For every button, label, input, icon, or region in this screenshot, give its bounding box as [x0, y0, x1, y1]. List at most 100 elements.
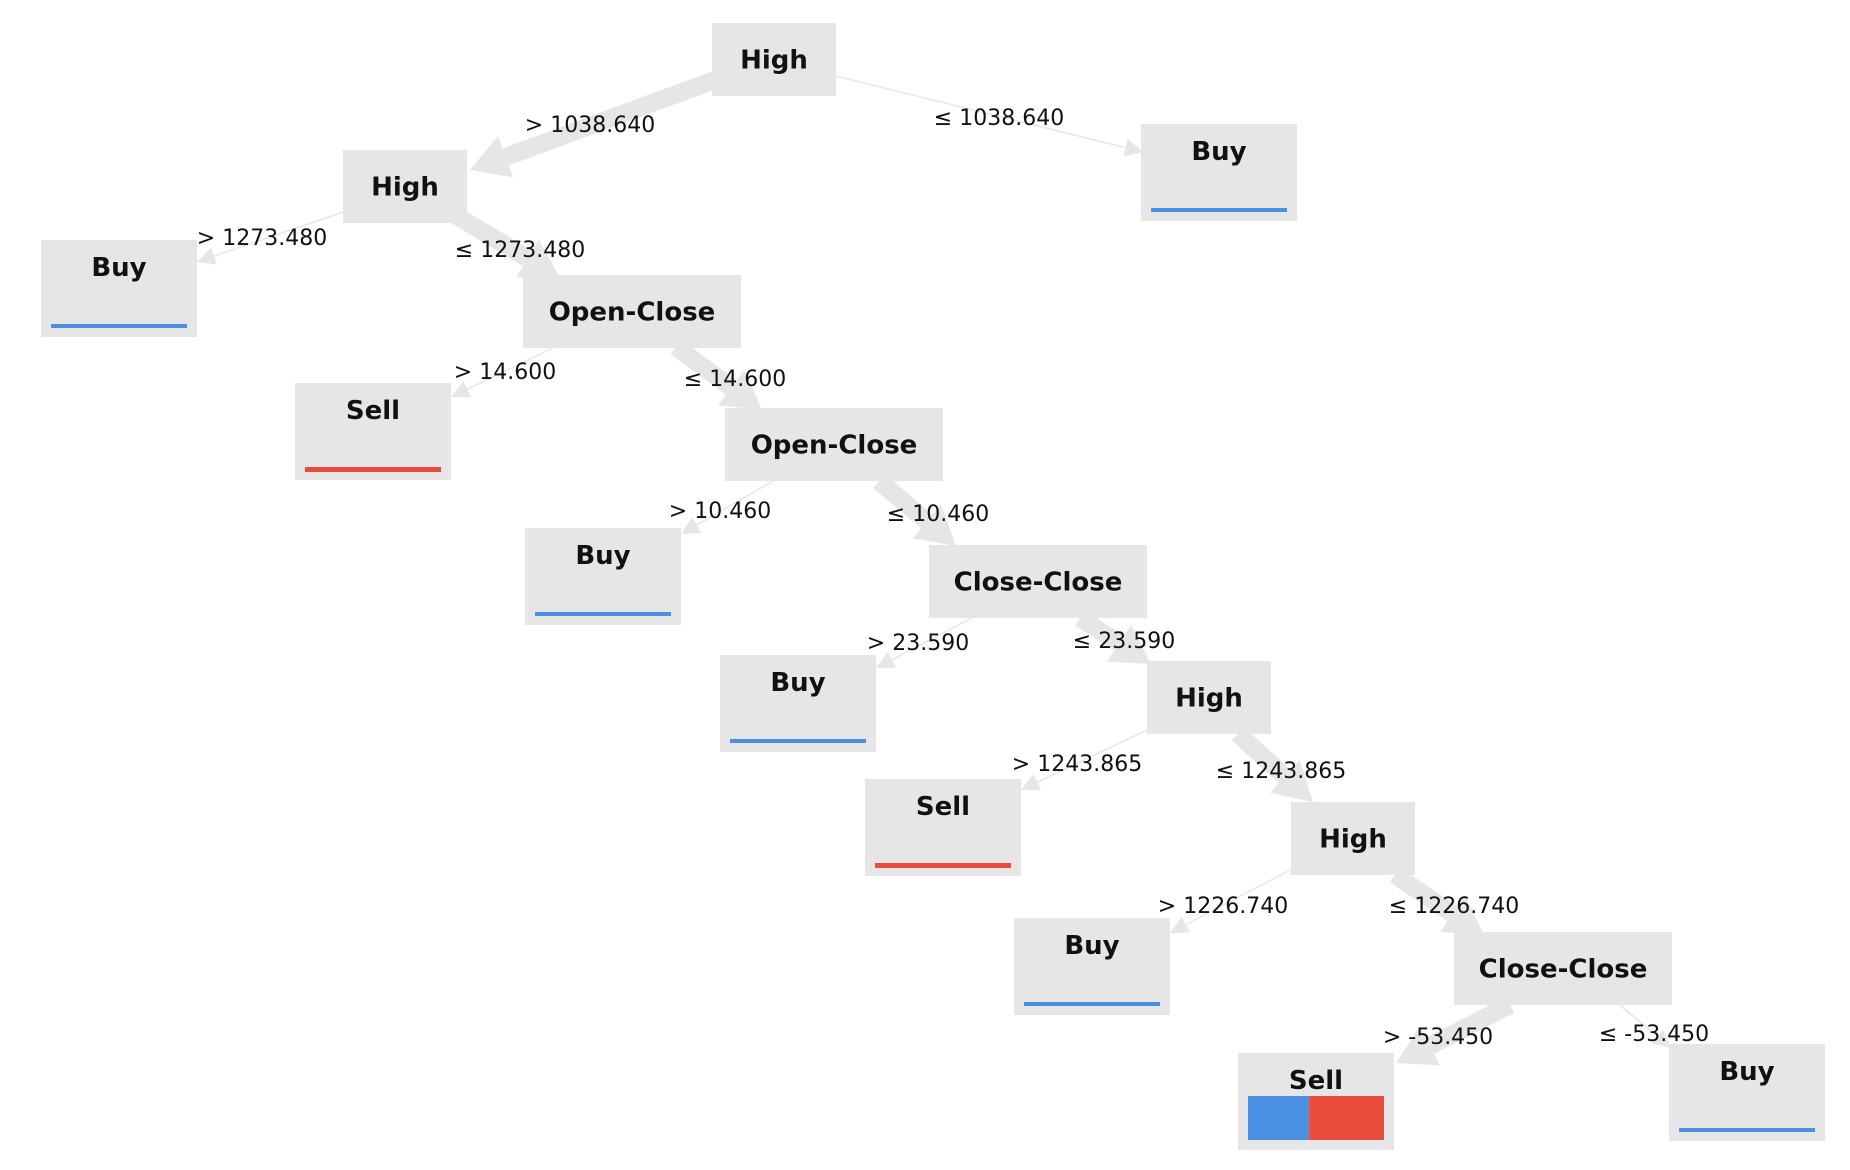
leaf-node-buy[interactable]: Buy [1014, 918, 1170, 1015]
edge-arrowhead-icon [681, 517, 702, 534]
edge-arrowhead-icon [1651, 1029, 1671, 1048]
edge-line [835, 75, 1126, 149]
edge-n7-n9 [873, 474, 956, 546]
edge-labels-layer: > 1038.640 ≤ 1038.640 > 1273.480 ≤ 1273.480… [197, 106, 1709, 1050]
edge-line [213, 211, 344, 257]
edge-label: ≤ 10.460 [887, 502, 989, 527]
node-box [1291, 802, 1415, 875]
edge-line [696, 480, 774, 526]
leaf-node-sell[interactable]: Sell [865, 779, 1021, 876]
class-bar-sell [305, 467, 441, 472]
edge-arrowhead-icon [197, 247, 217, 265]
edge-label: ≤ 1226.740 [1389, 894, 1519, 919]
edge-label: ≤ 1243.865 [1216, 759, 1346, 784]
node-label: High [740, 46, 808, 76]
class-bar-buy [1248, 1096, 1310, 1140]
node-box [1141, 124, 1297, 221]
edge-line [450, 207, 533, 267]
edge-line [670, 339, 737, 395]
edge-arrowhead-icon [1396, 1026, 1440, 1066]
leaf-node-buy[interactable]: Buy [41, 240, 197, 337]
leaf-node-sell[interactable]: Sell [295, 383, 451, 480]
edge-label: ≤ 1038.640 [934, 106, 1064, 131]
node-box [1669, 1044, 1825, 1141]
edge-label: ≤ 23.590 [1073, 629, 1175, 654]
node-label: Buy [1191, 137, 1246, 167]
edge-label: > -53.450 [1383, 1025, 1493, 1050]
edge-line [1036, 729, 1148, 783]
node-label: Buy [1064, 931, 1119, 961]
node-label: High [371, 173, 439, 203]
split-node-high[interactable]: High [1147, 661, 1271, 734]
node-box [295, 383, 451, 480]
edge-n9-n11 [1075, 610, 1151, 664]
node-label: Open-Close [549, 298, 716, 328]
edge-n9-n10 [876, 617, 973, 668]
edge-line [1075, 610, 1125, 651]
edge-n5-n6 [451, 346, 556, 398]
edge-n15-n16 [1396, 996, 1515, 1066]
edge-n7-n8 [681, 480, 774, 534]
edge-label: ≤ -53.450 [1599, 1022, 1709, 1047]
class-bar-buy [535, 612, 671, 616]
edges-layer [197, 71, 1671, 1066]
node-box [725, 408, 943, 481]
edge-n3-n5 [450, 207, 560, 278]
edge-line [1425, 996, 1515, 1054]
edge-line [873, 474, 933, 529]
edge-n11-n13 [1231, 727, 1313, 802]
edge-line [1231, 727, 1291, 784]
node-box [343, 150, 467, 223]
leaf-node-buy[interactable]: Buy [525, 528, 681, 625]
node-label: High [1175, 684, 1243, 714]
edge-arrowhead-icon [1021, 774, 1042, 791]
node-label: Sell [346, 396, 400, 426]
edge-arrowhead-icon [1440, 895, 1484, 935]
split-node-close-close[interactable]: Close-Close [1454, 932, 1672, 1005]
edge-n13-n15 [1389, 867, 1484, 935]
node-box [1147, 661, 1271, 734]
edge-n1-n3 [470, 71, 719, 178]
node-label: Close-Close [954, 568, 1123, 598]
split-node-high[interactable]: High [712, 23, 836, 96]
split-node-high[interactable]: High [343, 150, 467, 223]
edge-label: ≤ 14.600 [684, 367, 786, 392]
edge-n5-n7 [670, 339, 762, 410]
edge-arrowhead-icon [1123, 138, 1143, 157]
edge-label: ≤ 1273.480 [455, 238, 585, 263]
edge-n3-n4 [197, 211, 344, 265]
edge-label: > 1226.740 [1158, 894, 1288, 919]
node-box [525, 528, 681, 625]
edge-line [1185, 867, 1295, 926]
edge-label: > 14.600 [454, 360, 556, 385]
leaf-node-buy[interactable]: Buy [1141, 124, 1297, 221]
nodes-layer: High Buy High Buy Open-Close Sell Open-Close Bu… [41, 23, 1825, 1150]
split-node-open-close[interactable]: Open-Close [523, 275, 741, 348]
split-node-high[interactable]: High [1291, 802, 1415, 875]
leaf-node-sell[interactable]: Sell [1238, 1053, 1394, 1150]
edge-line [502, 71, 719, 166]
class-bar-buy [1151, 208, 1287, 212]
node-box [1014, 918, 1170, 1015]
split-node-open-close[interactable]: Open-Close [725, 408, 943, 481]
edge-label: > 1243.865 [1012, 752, 1142, 777]
leaf-node-buy[interactable]: Buy [1669, 1044, 1825, 1141]
split-node-close-close[interactable]: Close-Close [929, 545, 1147, 618]
node-label: Buy [575, 541, 630, 571]
edge-n11-n12 [1021, 729, 1148, 791]
node-box [865, 779, 1021, 876]
edge-arrowhead-icon [1107, 624, 1151, 664]
node-label: Buy [91, 253, 146, 283]
node-label: Buy [770, 668, 825, 698]
node-box [523, 275, 741, 348]
leaf-node-buy[interactable]: Buy [720, 655, 876, 752]
edge-label: > 1038.640 [525, 113, 655, 138]
edge-arrowhead-icon [1170, 916, 1191, 933]
edge-n13-n14 [1170, 867, 1295, 933]
edge-line [891, 617, 973, 661]
edge-label: > 1273.480 [197, 226, 327, 251]
node-box [929, 545, 1147, 618]
edge-line [1389, 867, 1458, 922]
edge-arrowhead-icon [876, 651, 897, 668]
